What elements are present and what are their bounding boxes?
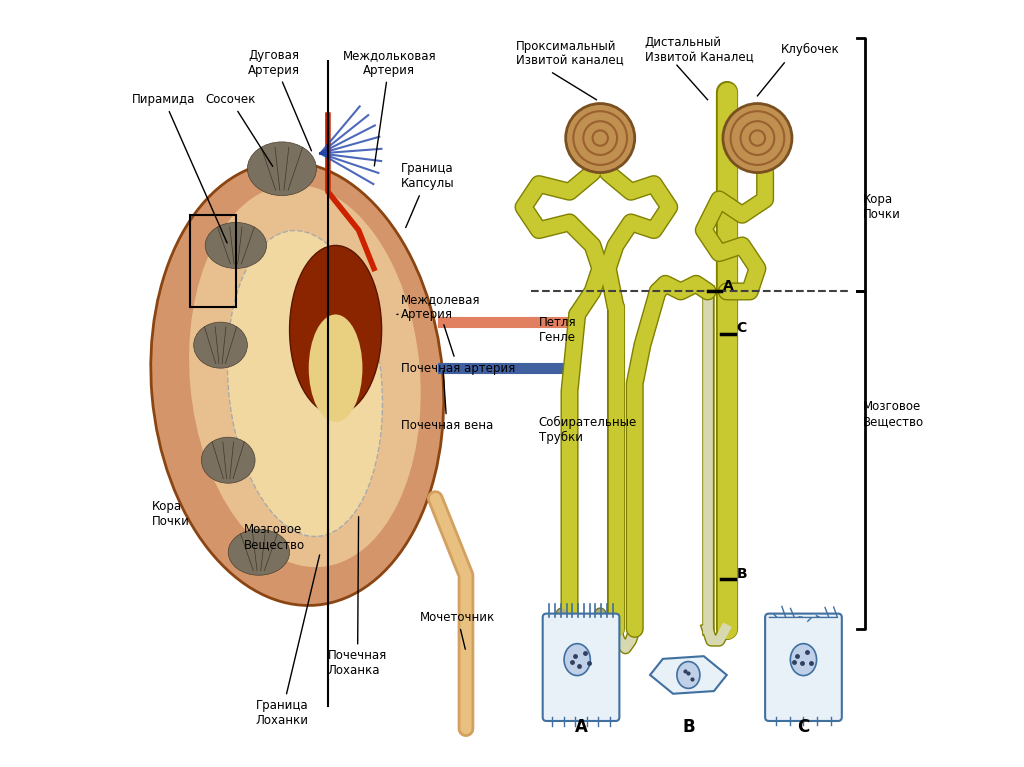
Ellipse shape — [194, 322, 248, 368]
Polygon shape — [650, 657, 727, 693]
Circle shape — [723, 104, 792, 173]
Text: C: C — [736, 321, 746, 335]
FancyBboxPatch shape — [543, 614, 620, 721]
Text: Петля
Генле: Петля Генле — [539, 316, 577, 344]
Text: Граница
Лоханки: Граница Лоханки — [255, 555, 319, 727]
Text: Мозговое
Вещество: Мозговое Вещество — [244, 523, 305, 551]
Ellipse shape — [248, 142, 316, 196]
Text: Дуговая
Артерия: Дуговая Артерия — [248, 48, 311, 151]
Text: Мозговое
Вещество: Мозговое Вещество — [863, 400, 925, 428]
Text: B: B — [682, 719, 694, 736]
Ellipse shape — [151, 162, 443, 605]
Text: Граница
Капсулы: Граница Капсулы — [400, 163, 455, 228]
Ellipse shape — [205, 222, 266, 268]
Text: Сосочек: Сосочек — [205, 94, 272, 166]
FancyBboxPatch shape — [765, 614, 842, 721]
Text: B: B — [736, 567, 748, 581]
Ellipse shape — [227, 231, 383, 536]
Text: Междольковая
Артерия: Междольковая Артерия — [342, 48, 436, 166]
Text: Междолевая
Артерия: Междолевая Артерия — [397, 293, 480, 321]
Ellipse shape — [677, 661, 700, 689]
Ellipse shape — [564, 644, 590, 676]
Text: Почечная вена: Почечная вена — [400, 371, 493, 432]
Ellipse shape — [309, 314, 362, 422]
Text: C: C — [798, 719, 810, 736]
Ellipse shape — [290, 245, 382, 414]
Text: Пирамида: Пирамида — [132, 94, 227, 243]
Text: Почечная артерия: Почечная артерия — [400, 324, 515, 374]
Text: Кора
Почки: Кора Почки — [152, 500, 189, 528]
Ellipse shape — [202, 437, 255, 483]
Text: Кора
Почки: Кора Почки — [863, 193, 901, 221]
Ellipse shape — [791, 644, 816, 676]
Text: Проксимальный
Извитой каналец: Проксимальный Извитой каналец — [516, 40, 624, 67]
Text: Мочеточник: Мочеточник — [420, 611, 496, 649]
Bar — [189, 215, 236, 307]
Text: Почечная
Лоханка: Почечная Лоханка — [328, 517, 387, 677]
Text: A: A — [574, 719, 588, 736]
Text: Клубочек: Клубочек — [780, 43, 840, 57]
Text: Дистальный
Извитой Каналец: Дистальный Извитой Каналец — [645, 36, 754, 64]
Ellipse shape — [189, 185, 421, 567]
Ellipse shape — [228, 529, 290, 575]
Text: Собирательные
Трубки: Собирательные Трубки — [539, 416, 637, 443]
Circle shape — [565, 104, 635, 173]
Text: A: A — [723, 279, 733, 293]
